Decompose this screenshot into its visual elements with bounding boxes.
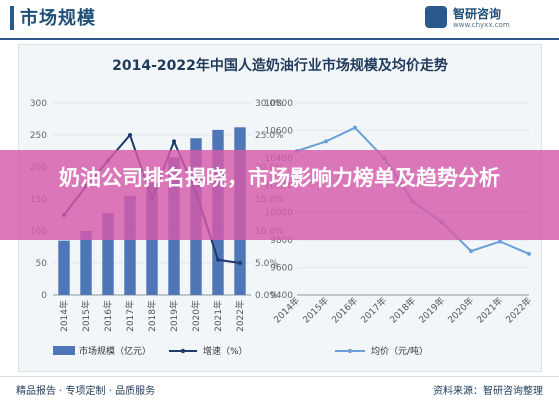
page-title: 市场规模 xyxy=(20,8,96,29)
legend-swatch-bar xyxy=(53,346,75,355)
footer-slogan: 精品报告 · 专项定制 · 品质服务 xyxy=(16,386,156,397)
price-point xyxy=(353,125,357,130)
x2-tick-label: 2017年 xyxy=(358,295,389,326)
footer-source: 资料来源：智研咨询整理 xyxy=(433,386,543,397)
bar xyxy=(102,213,114,295)
price-point xyxy=(324,139,328,144)
x-tick-label: 2019年 xyxy=(168,300,180,332)
x-tick-label: 2016年 xyxy=(102,300,114,332)
x2-tick-label: 2015年 xyxy=(300,295,331,326)
growth-point xyxy=(216,257,220,262)
y2-tick-label: 9400 xyxy=(270,291,293,301)
logo-url: www.chyxx.com xyxy=(453,21,510,29)
x-tick-label: 2014年 xyxy=(58,300,70,332)
bar xyxy=(124,195,136,295)
price-point xyxy=(498,239,502,244)
x2-tick-label: 2022年 xyxy=(503,295,534,326)
x-tick-label: 2020年 xyxy=(190,300,202,332)
y2-tick-label: 9800 xyxy=(270,236,293,246)
legend-label-line: 增速（%） xyxy=(203,345,248,357)
y-left-tick-label: 250 xyxy=(30,131,47,141)
growth-point xyxy=(238,261,242,265)
growth-point xyxy=(128,133,132,137)
x2-tick-label: 2016年 xyxy=(329,295,360,326)
legend-swatch-price-point xyxy=(347,348,353,354)
y2-tick-label: 10600 xyxy=(264,126,293,136)
y-right-tick-label: 25.0% xyxy=(255,131,284,141)
y-right-tick-label: 0.0% xyxy=(255,291,278,301)
y-left-tick-label: 50 xyxy=(36,259,48,269)
logo-icon xyxy=(425,6,447,28)
x2-tick-label: 2019年 xyxy=(416,295,447,326)
bar xyxy=(80,231,92,295)
x2-tick-label: 2021年 xyxy=(474,295,505,326)
legend-swatch-point xyxy=(180,348,186,354)
header-bar: 市场规模 智研咨询 www.chyxx.com xyxy=(0,0,559,40)
x-tick-label: 2022年 xyxy=(234,300,246,332)
x2-tick-label: 2020年 xyxy=(445,295,476,326)
logo-name: 智研咨询 xyxy=(453,7,502,21)
bar xyxy=(58,240,70,295)
y-right-tick-label: 30.0% xyxy=(255,99,284,109)
x-tick-label: 2021年 xyxy=(212,300,224,332)
legend-label-price: 均价（元/吨） xyxy=(371,345,428,357)
chart-title: 2014-2022年中国人造奶油行业市场规模及均价走势 xyxy=(112,58,448,74)
y2-tick-label: 10800 xyxy=(264,99,293,109)
header-accent xyxy=(10,6,14,30)
headline-overlay: 奶油公司排名揭晓，市场影响力榜单及趋势分析 xyxy=(0,150,559,240)
y-left-tick-label: 300 xyxy=(30,99,47,109)
y-right-tick-label: 5.0% xyxy=(255,259,278,269)
brand-logo: 智研咨询 www.chyxx.com xyxy=(425,4,545,34)
price-point xyxy=(469,249,473,254)
headline-text: 奶油公司排名揭晓，市场影响力榜单及趋势分析 xyxy=(59,166,500,190)
legend-label-bar: 市场规模（亿元） xyxy=(79,345,151,357)
price-point xyxy=(527,251,531,256)
x-tick-label: 2017年 xyxy=(124,300,136,332)
footer-bar: 精品报告 · 专项定制 · 品质服务 资料来源：智研咨询整理 xyxy=(0,376,559,401)
growth-point xyxy=(172,139,176,144)
x-tick-label: 2018年 xyxy=(146,300,158,332)
y2-tick-label: 9600 xyxy=(270,264,293,274)
y-left-tick-label: 0 xyxy=(41,291,47,301)
x-tick-label: 2015年 xyxy=(80,300,92,332)
x2-tick-label: 2018年 xyxy=(387,295,418,326)
